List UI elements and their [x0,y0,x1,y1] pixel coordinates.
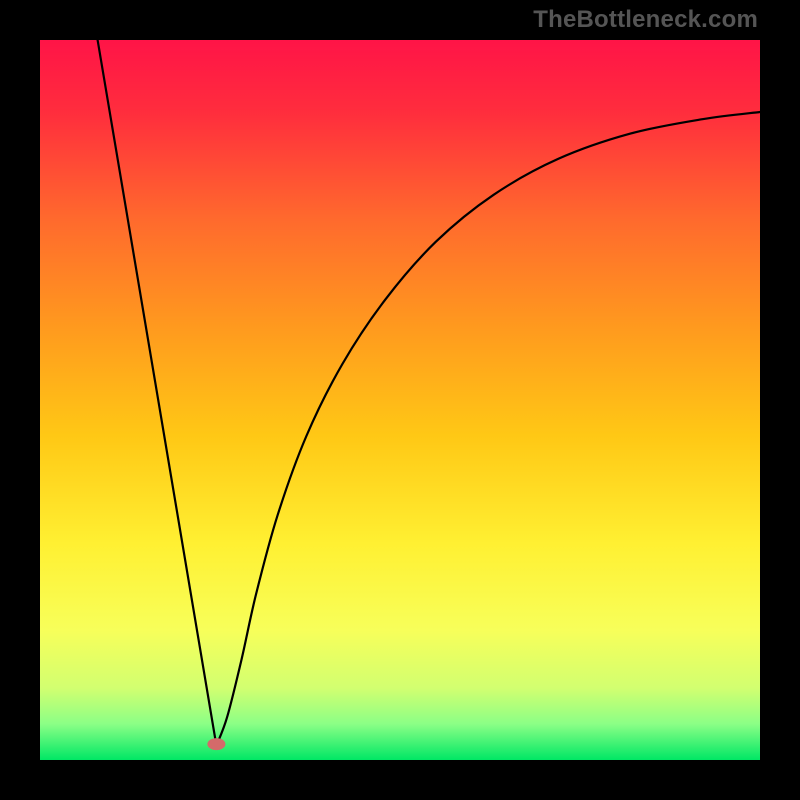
chart-frame: TheBottleneck.com [0,0,800,800]
bottleneck-curve [98,40,760,746]
watermark-text: TheBottleneck.com [533,6,758,34]
curve-layer [40,40,760,760]
minimum-marker [207,738,225,750]
plot-area [40,40,760,760]
